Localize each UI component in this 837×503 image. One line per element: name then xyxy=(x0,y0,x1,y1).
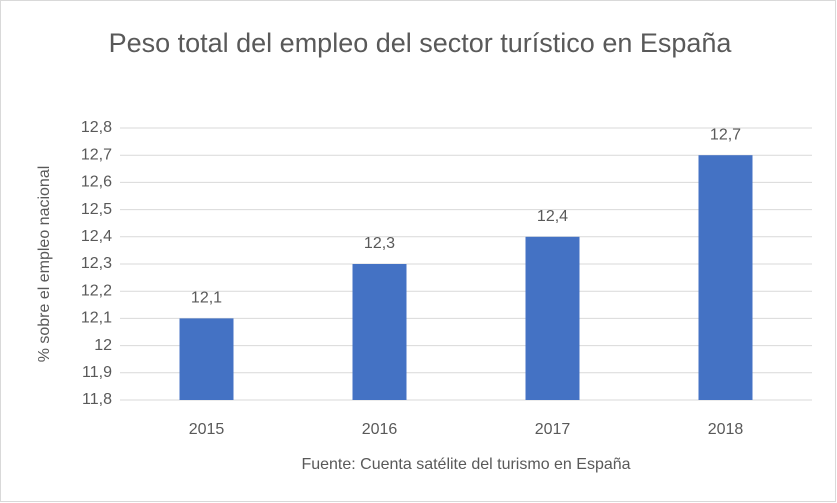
bar xyxy=(352,264,407,400)
y-tick-label: 12,6 xyxy=(81,174,112,191)
x-tick-label: 2015 xyxy=(189,421,225,438)
x-tick-label: 2016 xyxy=(362,421,398,438)
y-tick-label: 12,5 xyxy=(81,201,112,218)
bar xyxy=(698,155,753,400)
y-tick-label: 12,4 xyxy=(81,228,112,245)
y-tick-label: 11,9 xyxy=(82,364,112,381)
bar xyxy=(525,236,580,400)
chart-title: Peso total del empleo del sector turísti… xyxy=(108,28,732,58)
x-tick-label: 2017 xyxy=(535,421,571,438)
y-tick-label: 12,2 xyxy=(81,282,112,299)
y-axis-label: % sobre el empleo nacional xyxy=(36,166,53,363)
data-label: 12,1 xyxy=(191,290,222,307)
y-tick-label: 11,8 xyxy=(82,391,112,408)
y-tick-label: 12,3 xyxy=(81,255,112,272)
bar xyxy=(179,318,234,400)
data-label: 12,3 xyxy=(364,235,395,252)
data-label: 12,4 xyxy=(537,208,568,225)
x-tick-label: 2018 xyxy=(708,421,744,438)
y-tick-label: 12 xyxy=(94,337,112,354)
x-axis-label: Fuente: Cuenta satélite del turismo en E… xyxy=(301,456,630,473)
y-tick-label: 12,1 xyxy=(81,310,112,327)
data-label: 12,7 xyxy=(710,126,741,143)
y-tick-label: 12,7 xyxy=(81,146,112,163)
y-tick-label: 12,8 xyxy=(81,119,112,136)
